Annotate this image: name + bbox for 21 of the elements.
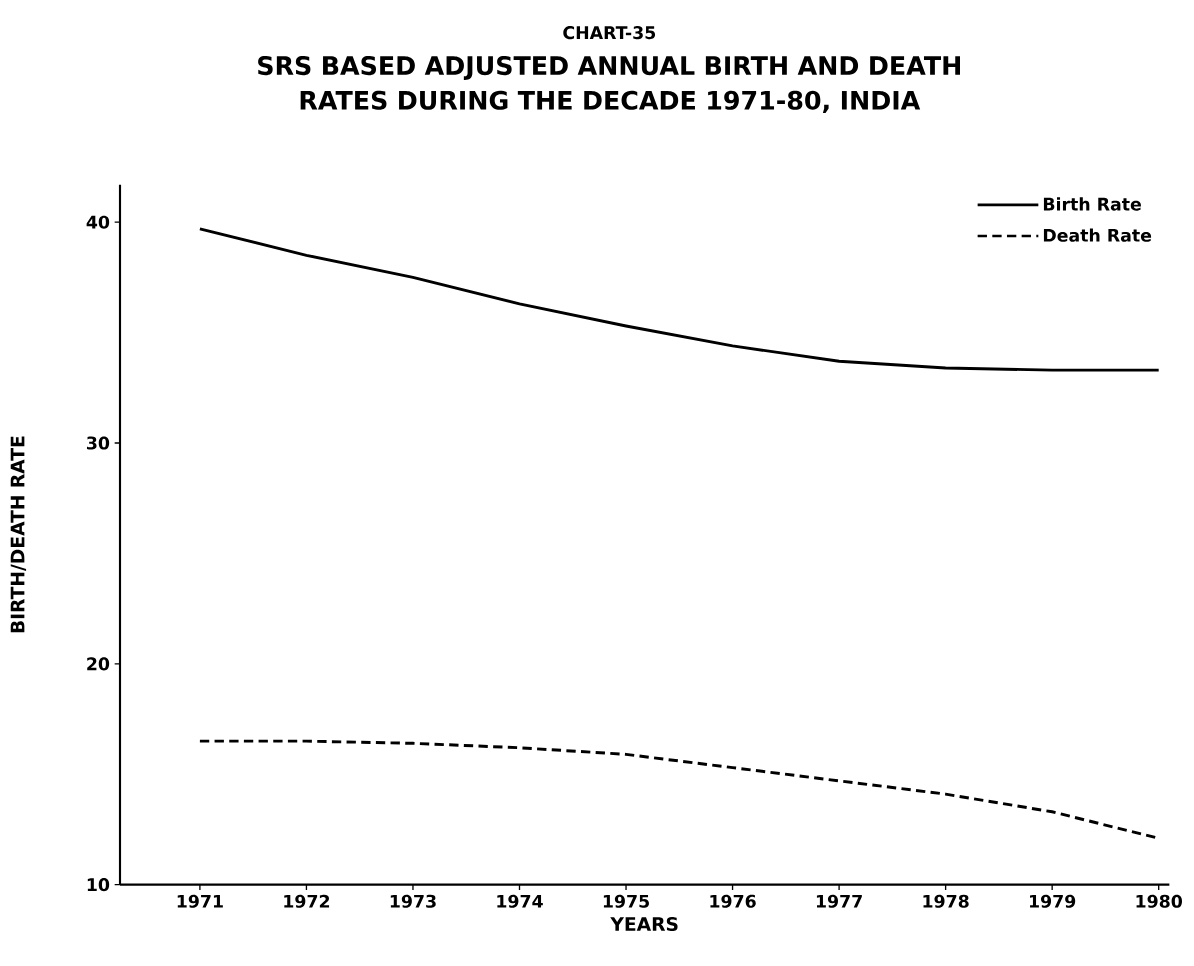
legend-label: Birth Rate [1043,197,1141,211]
x-tick-label: 1971 [177,894,223,908]
chart-subtitle: CHART-35 [563,26,656,40]
x-axis-title: YEARS [610,916,678,932]
x-tick-label: 1980 [1136,894,1182,908]
y-tick-label: 20 [87,657,110,671]
y-tick-label: 30 [86,436,110,450]
x-tick-label: 1978 [923,894,969,908]
x-tick-label: 1973 [390,894,436,908]
y-tick-label: 40 [86,215,110,229]
y-tick-label: 10 [87,878,110,892]
x-tick-label: 1979 [1030,894,1076,908]
x-tick-label: 1977 [816,894,862,908]
x-tick-label: 1975 [603,894,649,908]
legend-label: Death Rate [1043,228,1152,242]
x-tick-label: 1972 [284,894,330,908]
chart-title: SRS BASED ADJUSTED ANNUAL BIRTH AND DEATH RATES DURING THE DECADE 1971-80, INDIA [258,56,960,114]
x-tick-label: 1976 [710,894,756,908]
y-axis-title: BIRTH/DEATH RATE [10,436,27,633]
x-tick-label: 1974 [497,894,543,908]
line-series [198,227,1161,372]
